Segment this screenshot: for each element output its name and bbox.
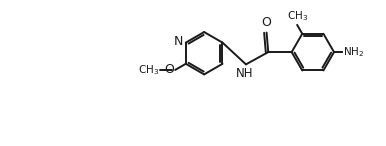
- Text: NH$_2$: NH$_2$: [343, 45, 364, 59]
- Text: O: O: [262, 16, 271, 29]
- Text: CH$_3$: CH$_3$: [287, 10, 308, 23]
- Text: CH$_3$: CH$_3$: [138, 63, 159, 77]
- Text: NH: NH: [236, 67, 254, 80]
- Text: O: O: [164, 63, 174, 77]
- Text: N: N: [174, 35, 184, 48]
